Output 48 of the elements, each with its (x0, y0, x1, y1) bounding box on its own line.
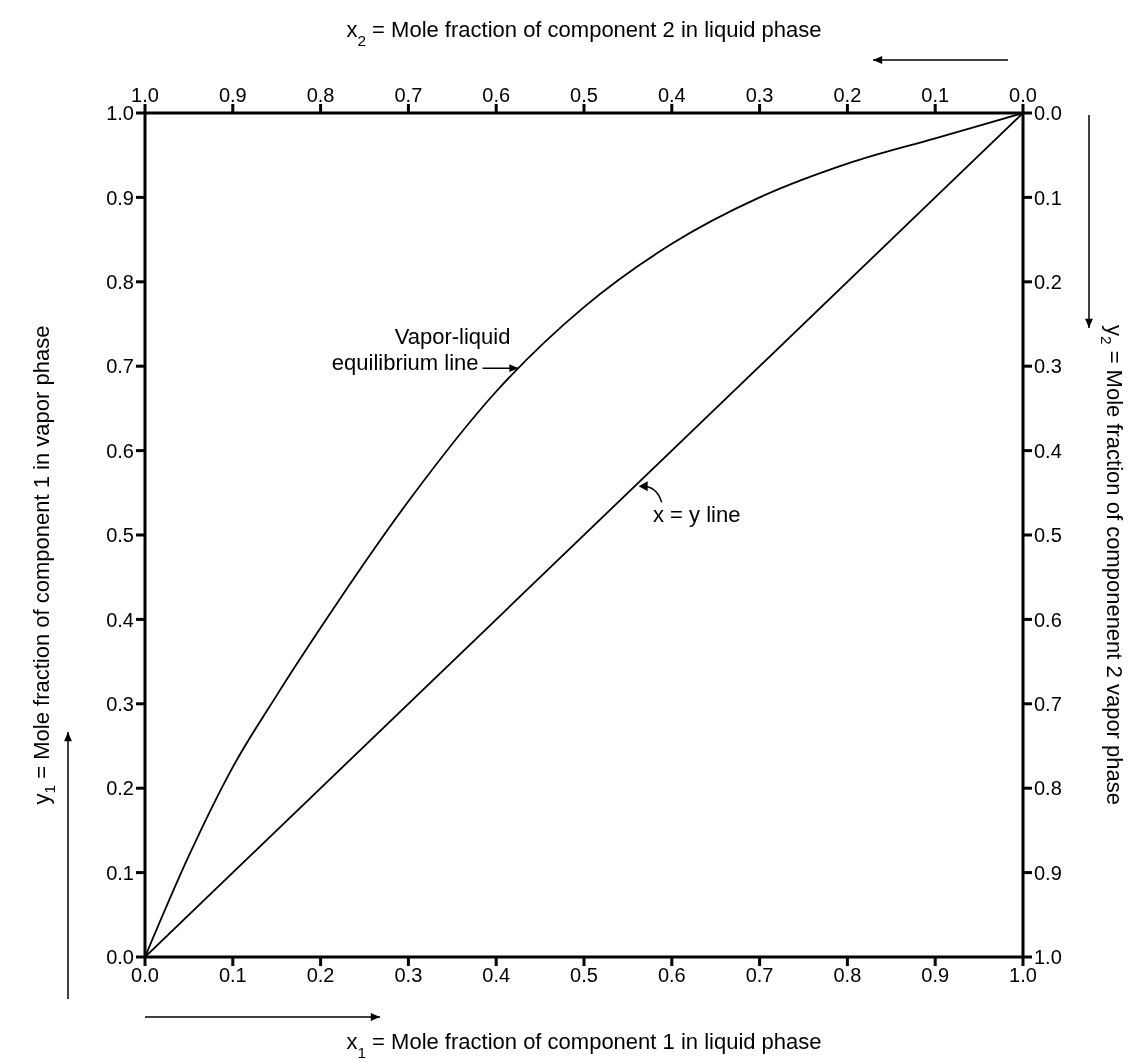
y2-tick-label: 0.7 (1034, 692, 1062, 715)
x-tick-label: 1.0 (1009, 964, 1037, 987)
annotation: Vapor-liquid equilibrium line (331, 324, 511, 376)
y-tick-label: 0.2 (106, 777, 134, 800)
x-tick-label: 0.9 (921, 964, 950, 987)
x-tick-label: 0.3 (394, 964, 423, 987)
y-tick-label: 0.1 (106, 861, 134, 884)
y2-tick-label: 0.3 (1034, 355, 1062, 378)
x-tick-label: 0.7 (745, 964, 774, 987)
x2-tick-label: 0.1 (921, 84, 950, 106)
y2-tick-label: 0.5 (1034, 524, 1062, 547)
y-tick-label: 0.5 (106, 524, 134, 547)
y2-tick-label: 0.9 (1034, 861, 1062, 884)
y-tick-label: 0.4 (106, 608, 134, 631)
y2-tick-label: 1.0 (1034, 946, 1062, 969)
x2-axis-title: x$_{2}$ = Mole fraction of component 2 in liquid phase (346, 17, 822, 49)
y-tick-label: 0.9 (106, 186, 134, 209)
x-tick-label: 0.8 (833, 964, 862, 987)
x-tick-label: 0.0 (131, 964, 159, 987)
y-tick-label: 0.0 (106, 946, 134, 969)
x2-tick-label: 0.7 (394, 84, 423, 106)
x-tick-label: 0.2 (306, 964, 335, 987)
y-tick-label: 0.7 (106, 355, 134, 378)
x-tick-label: 0.4 (482, 964, 511, 987)
x2-tick-label: 0.9 (218, 84, 247, 106)
x-tick-label: 0.6 (657, 964, 686, 987)
x-axis-title: x$_{1}$ = Mole fraction of component 1 in liquid phase (346, 1029, 822, 1061)
x-tick-label: 0.5 (570, 964, 598, 987)
x2-tick-label: 1.0 (131, 84, 159, 106)
x-tick-label: 0.1 (218, 964, 247, 987)
x2-tick-label: 0.8 (306, 84, 335, 106)
y2-tick-label: 0.8 (1034, 777, 1062, 800)
x2-tick-label: 0.2 (833, 84, 862, 106)
x2-tick-label: 0.4 (657, 84, 686, 106)
y2-tick-label: 0.6 (1034, 608, 1062, 631)
y-tick-label: 0.8 (106, 270, 134, 293)
x2-tick-label: 0.6 (482, 84, 511, 106)
x2-tick-label: 0.5 (570, 84, 598, 106)
y2-tick-label: 0.1 (1034, 186, 1062, 209)
y2-tick-label: 0.0 (1034, 102, 1062, 125)
y-tick-label: 0.6 (106, 439, 134, 462)
y2-tick-label: 0.2 (1034, 270, 1062, 293)
x2-tick-label: 0.3 (745, 84, 774, 106)
y2-tick-label: 0.4 (1034, 439, 1062, 462)
annotation: x = y line (652, 502, 741, 528)
y-tick-label: 1.0 (106, 102, 134, 125)
x2-tick-label: 0.0 (1009, 84, 1037, 106)
y-tick-label: 0.3 (106, 692, 134, 715)
